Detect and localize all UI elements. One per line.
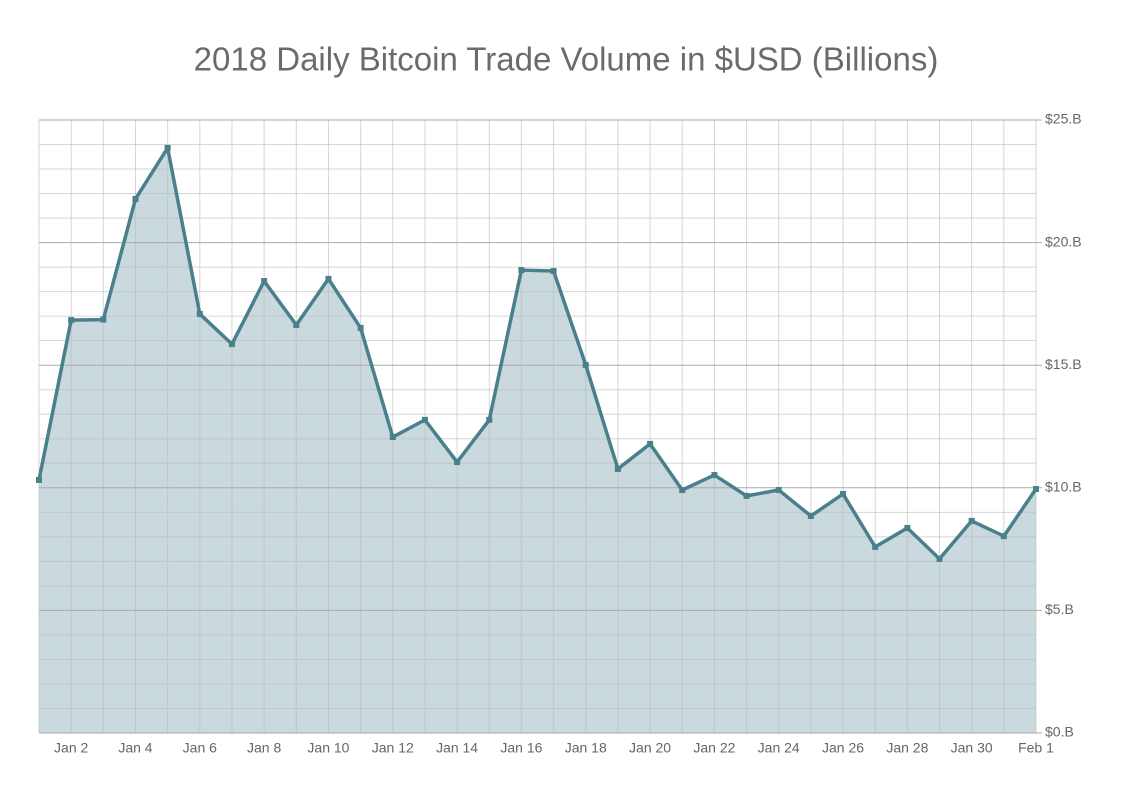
point — [550, 268, 557, 275]
point — [486, 416, 493, 423]
y-tick-label: $20.B — [1045, 233, 1082, 249]
point — [421, 416, 428, 423]
point — [872, 543, 879, 550]
x-tick-label: Jan 24 — [758, 740, 800, 756]
point — [711, 472, 718, 479]
point — [775, 487, 782, 494]
point — [968, 517, 975, 524]
point — [840, 490, 847, 497]
point — [36, 476, 42, 483]
x-tick-label: Jan 18 — [565, 740, 607, 756]
point — [196, 310, 203, 317]
point — [389, 434, 396, 441]
chart-title: 2018 Daily Bitcoin Trade Volume in $USD … — [194, 41, 939, 78]
point — [1000, 533, 1007, 540]
x-tick-label: Jan 28 — [886, 740, 928, 756]
x-tick-label: Jan 8 — [247, 740, 281, 756]
y-tick-label: $5.B — [1045, 601, 1074, 617]
area — [39, 147, 1036, 733]
point — [647, 440, 654, 447]
x-tick-label: Jan 6 — [183, 740, 217, 756]
x-tick-label: Jan 4 — [118, 740, 152, 756]
point — [679, 487, 686, 494]
point — [357, 324, 364, 331]
x-tick-label: Jan 22 — [693, 740, 735, 756]
point — [807, 512, 814, 519]
x-tick-label: Jan 12 — [372, 740, 414, 756]
point — [261, 278, 268, 285]
point — [936, 555, 943, 562]
y-tick-label: $25.B — [1045, 111, 1082, 127]
line — [37, 146, 1038, 561]
x-tick-label: Jan 26 — [822, 740, 864, 756]
point — [325, 275, 332, 282]
x-tick-label: Jan 14 — [436, 740, 478, 756]
y-tick-label: $0.B — [1045, 724, 1074, 740]
point — [582, 361, 589, 368]
x-tick-label: Jan 2 — [54, 740, 88, 756]
point — [518, 267, 525, 274]
y-tick-label: $10.B — [1045, 479, 1082, 495]
point — [1033, 486, 1039, 493]
point — [743, 492, 750, 499]
x-tick-label: Jan 20 — [629, 740, 671, 756]
point — [132, 195, 139, 202]
y-tick-label: $15.B — [1045, 356, 1082, 372]
x-tick-label: Jan 16 — [500, 740, 542, 756]
x-tick-label: Jan 30 — [951, 740, 993, 756]
point — [228, 341, 235, 348]
point — [68, 317, 75, 324]
point — [100, 316, 107, 323]
x-tick-label: Feb 1 — [1018, 740, 1054, 756]
point — [454, 459, 461, 466]
point — [164, 144, 171, 151]
x-tick-label: Jan 10 — [307, 740, 349, 756]
point — [614, 465, 621, 472]
point — [904, 525, 911, 532]
point — [293, 321, 300, 328]
